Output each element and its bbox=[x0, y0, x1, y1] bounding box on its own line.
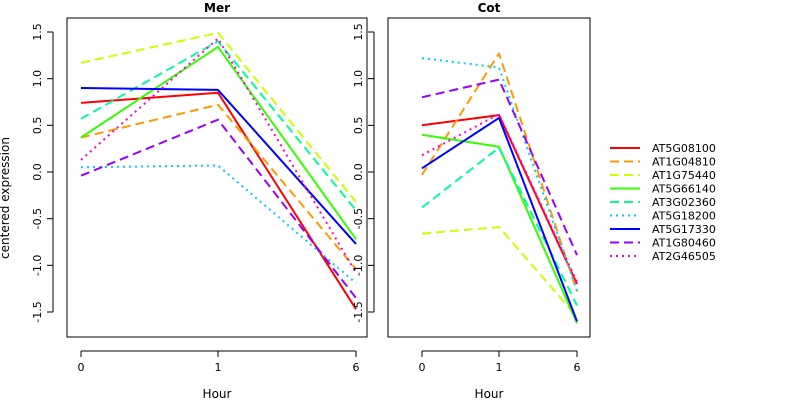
y-tick-label: -1.0 bbox=[352, 255, 365, 276]
legend-item: AT2G46505 bbox=[610, 250, 716, 263]
legend-label: AT5G18200 bbox=[652, 210, 716, 223]
legend-item: AT1G04810 bbox=[610, 156, 716, 169]
legend-item: AT5G18200 bbox=[610, 210, 716, 223]
series-line-at5g08100 bbox=[421, 114, 578, 285]
y-tick-label: -1.5 bbox=[352, 301, 365, 322]
y-tick-label: -1.5 bbox=[31, 301, 44, 322]
legend-label: AT5G08100 bbox=[652, 142, 716, 155]
x-tick-label: 1 bbox=[215, 361, 222, 374]
legend-item: AT5G17330 bbox=[610, 223, 716, 236]
x-tick-label: 1 bbox=[496, 361, 503, 374]
x-axis-label: Hour bbox=[203, 387, 232, 400]
y-tick-label: 1.5 bbox=[352, 23, 365, 41]
legend-item: AT5G08100 bbox=[610, 142, 716, 155]
series-line-at2g46505 bbox=[421, 113, 578, 283]
legend-label: AT1G80460 bbox=[652, 237, 716, 250]
series-line-at5g18200 bbox=[421, 57, 578, 291]
series-line-at2g46505 bbox=[80, 37, 357, 274]
y-tick-label: -1.0 bbox=[31, 255, 44, 276]
y-tick-label: 1.0 bbox=[352, 70, 365, 88]
series-line-at1g75440 bbox=[421, 226, 578, 318]
plot-frame bbox=[66, 17, 368, 338]
legend-item: AT3G02360 bbox=[610, 196, 716, 209]
x-axis-label: Hour bbox=[475, 387, 504, 400]
legend-label: AT1G75440 bbox=[652, 169, 716, 182]
legend-item: AT1G75440 bbox=[610, 169, 716, 182]
y-tick-label: 0.5 bbox=[31, 117, 44, 135]
x-tick-label: 6 bbox=[574, 361, 581, 374]
x-tick-label: 6 bbox=[353, 361, 360, 374]
legend: AT5G08100AT1G04810AT1G75440AT5G66140AT3G… bbox=[610, 142, 716, 263]
panel-title: Cot bbox=[478, 1, 501, 15]
series-line-at5g66140 bbox=[421, 133, 578, 324]
series-line-at5g66140 bbox=[80, 45, 357, 240]
x-tick-label: 0 bbox=[419, 361, 426, 374]
y-axis-label: centered expression bbox=[0, 137, 12, 259]
legend-label: AT5G66140 bbox=[652, 183, 716, 196]
series-line-at1g80460 bbox=[80, 118, 357, 299]
legend-label: AT1G04810 bbox=[652, 156, 716, 169]
legend-item: AT5G66140 bbox=[610, 183, 716, 196]
series-line-at3g02360 bbox=[80, 40, 357, 211]
series-line-at5g17330 bbox=[421, 116, 578, 322]
y-tick-label: 0.0 bbox=[352, 163, 365, 181]
panel-cot: Cot 1.5 1.0 0.5 0.0 -0.5 -1.0 -1.5 0 1 6 Hour bbox=[352, 1, 591, 400]
y-tick-label: -0.5 bbox=[31, 208, 44, 229]
y-tick-label: 1.0 bbox=[31, 70, 44, 88]
legend-label: AT2G46505 bbox=[652, 250, 716, 263]
plot-frame bbox=[387, 17, 591, 338]
y-tick-label: 0.0 bbox=[31, 163, 44, 181]
series-line-at1g75440 bbox=[80, 31, 357, 203]
y-tick-label: -0.5 bbox=[352, 208, 365, 229]
series-line-at1g04810 bbox=[421, 52, 578, 292]
y-tick-label: 1.5 bbox=[31, 23, 44, 41]
legend-item: AT1G80460 bbox=[610, 237, 716, 250]
panel-mer: Mer 1.5 1.0 0.5 0.0 -0.5 -1.0 -1.5 0 1 6 Hour bbox=[31, 1, 368, 400]
y-tick-label: 0.5 bbox=[352, 117, 365, 135]
legend-label: AT5G17330 bbox=[652, 223, 716, 236]
legend-label: AT3G02360 bbox=[652, 196, 716, 209]
chart-panels: Mer 1.5 1.0 0.5 0.0 -0.5 -1.0 -1.5 0 1 6 Hour Cot 1.5… bbox=[31, 1, 591, 400]
series-line-at5g17330 bbox=[80, 87, 357, 245]
x-tick-label: 0 bbox=[78, 361, 85, 374]
panel-title: Mer bbox=[204, 1, 230, 15]
series-line-at1g04810 bbox=[80, 103, 357, 270]
